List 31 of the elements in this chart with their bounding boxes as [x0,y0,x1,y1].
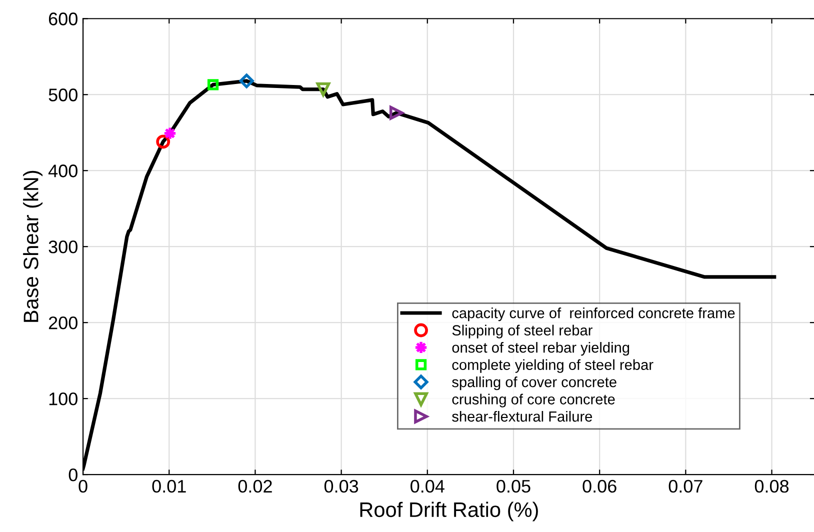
point [207,79,219,90]
point [156,134,170,149]
point [316,82,330,96]
y-tick-label: 200 [48,316,78,330]
point [163,126,177,140]
legend-label: capacity curve of reinforced concrete frame [452,308,735,322]
legend-label: crushing of core concrete [452,394,615,408]
x-tick-label: 0.07 [668,480,702,493]
y-tick-label: 400 [48,164,78,178]
x-tick-label: 0.06 [582,480,616,493]
y-tick-label: 100 [49,392,78,406]
x-tick-label: 0 [78,480,88,493]
y-tick-label: 0 [68,468,78,482]
y-tick-label: 600 [48,12,78,26]
legend-label: Slipping of steel rebar [452,324,592,338]
x-tick-label: 0.04 [410,480,444,493]
legend-label: complete yielding of steel rebar [452,359,654,373]
x-tick-label: 0.08 [754,480,789,493]
x-tick-label: 0.05 [496,480,530,493]
y-tick-label: 500 [48,88,78,102]
y-axis-title: Base Shear (kN) [23,170,42,322]
y-tick-label: 300 [48,240,78,254]
x-tick-label: 0.02 [238,480,272,493]
point [389,106,404,120]
point [239,74,254,88]
x-tick-label: 0.01 [152,480,186,493]
legend-label: onset of steel rebar yielding [452,342,630,356]
legend-label: spalling of cover concrete [452,376,616,390]
legend-label: shear-flextural Failure [452,410,592,422]
x-tick-label: 0.03 [324,480,358,493]
x-axis-title: Roof Drift Ratio (%) [360,502,538,522]
